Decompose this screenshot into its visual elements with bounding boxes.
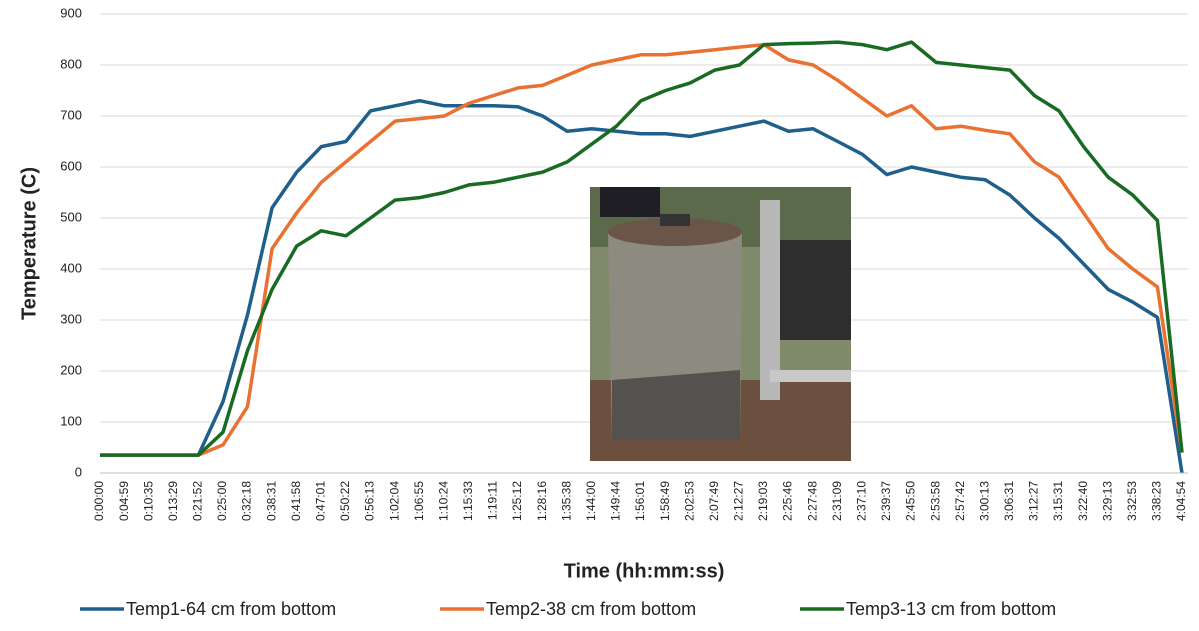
- y-tick-label: 900: [60, 5, 82, 20]
- series-line: [100, 42, 1184, 457]
- x-tick-label: 0:25:00: [215, 481, 229, 521]
- x-tick-label: 3:29:13: [1100, 481, 1114, 521]
- y-tick-label: 600: [60, 158, 82, 173]
- x-tick-label: 1:19:11: [486, 481, 500, 520]
- x-tick-label: 2:02:53: [682, 481, 696, 521]
- y-tick-label: 700: [60, 107, 82, 122]
- x-tick-label: 0:47:01: [313, 481, 327, 521]
- x-tick-label: 1:28:16: [535, 481, 549, 521]
- x-tick-label: 0:38:31: [264, 481, 278, 521]
- x-tick-label: 2:25:46: [781, 481, 795, 521]
- x-tick-label: 1:56:01: [633, 481, 647, 521]
- x-tick-label: 3:32:53: [1125, 481, 1139, 521]
- series-line: [100, 98, 1184, 474]
- photo-inset: [590, 187, 851, 461]
- x-tick-label: 2:37:10: [854, 481, 868, 521]
- x-tick-label: 0:13:29: [166, 481, 180, 521]
- x-tick-label: 1:06:55: [412, 481, 426, 521]
- x-tick-label: 3:15:31: [1051, 481, 1065, 521]
- series-line: [100, 40, 1184, 457]
- y-tick-label: 200: [60, 362, 82, 377]
- x-tick-label: 1:02:04: [387, 481, 401, 521]
- x-tick-label: 0:04:59: [117, 481, 131, 521]
- legend-label: Temp2-38 cm from bottom: [486, 599, 696, 619]
- x-tick-label: 2:57:42: [953, 481, 967, 521]
- x-tick-label: 0:32:18: [240, 481, 254, 521]
- x-tick-label: 1:15:33: [461, 481, 475, 521]
- x-tick-label: 3:22:40: [1076, 481, 1090, 521]
- legend-label: Temp3-13 cm from bottom: [846, 599, 1056, 619]
- x-tick-label: 1:44:00: [584, 481, 598, 521]
- x-tick-label: 0:50:22: [338, 481, 352, 521]
- legend-label: Temp1-64 cm from bottom: [126, 599, 336, 619]
- x-tick-label: 1:58:49: [658, 481, 672, 521]
- x-tick-label: 2:39:37: [879, 481, 893, 521]
- x-tick-label: 0:21:52: [191, 481, 205, 521]
- y-tick-label: 500: [60, 209, 82, 224]
- x-tick-label: 2:27:48: [805, 481, 819, 521]
- x-tick-label: 0:10:35: [141, 481, 155, 521]
- x-tick-label: 2:31:09: [830, 481, 844, 521]
- x-tick-label: 3:06:31: [1002, 481, 1016, 521]
- x-tick-label: 0:41:58: [289, 481, 303, 521]
- x-axis-title: Time (hh:mm:ss): [564, 560, 725, 582]
- x-tick-label: 0:56:13: [363, 481, 377, 521]
- x-tick-label: 1:49:44: [609, 481, 623, 521]
- x-tick-label: 2:45:50: [904, 481, 918, 521]
- x-tick-label: 2:19:03: [756, 481, 770, 521]
- x-tick-label: 2:53:58: [928, 481, 942, 521]
- x-tick-label: 2:12:27: [732, 481, 746, 521]
- x-tick-label: 2:07:49: [707, 481, 721, 521]
- y-tick-label: 100: [60, 413, 82, 428]
- y-tick-label: 400: [60, 260, 82, 275]
- x-tick-label: 1:25:12: [510, 481, 524, 521]
- x-tick-label: 3:12:27: [1027, 481, 1041, 521]
- x-tick-label: 3:00:13: [977, 481, 991, 521]
- x-tick-label: 3:38:23: [1150, 481, 1164, 521]
- y-axis-title: Temperature (C): [18, 167, 40, 320]
- x-tick-label: 4:04:54: [1174, 481, 1188, 521]
- y-tick-label: 300: [60, 311, 82, 326]
- x-tick-label: 0:00:00: [92, 481, 106, 521]
- y-tick-label: 800: [60, 56, 82, 71]
- x-tick-label: 1:10:24: [436, 481, 450, 521]
- x-tick-label: 1:35:38: [559, 481, 573, 521]
- y-tick-label: 0: [75, 464, 82, 479]
